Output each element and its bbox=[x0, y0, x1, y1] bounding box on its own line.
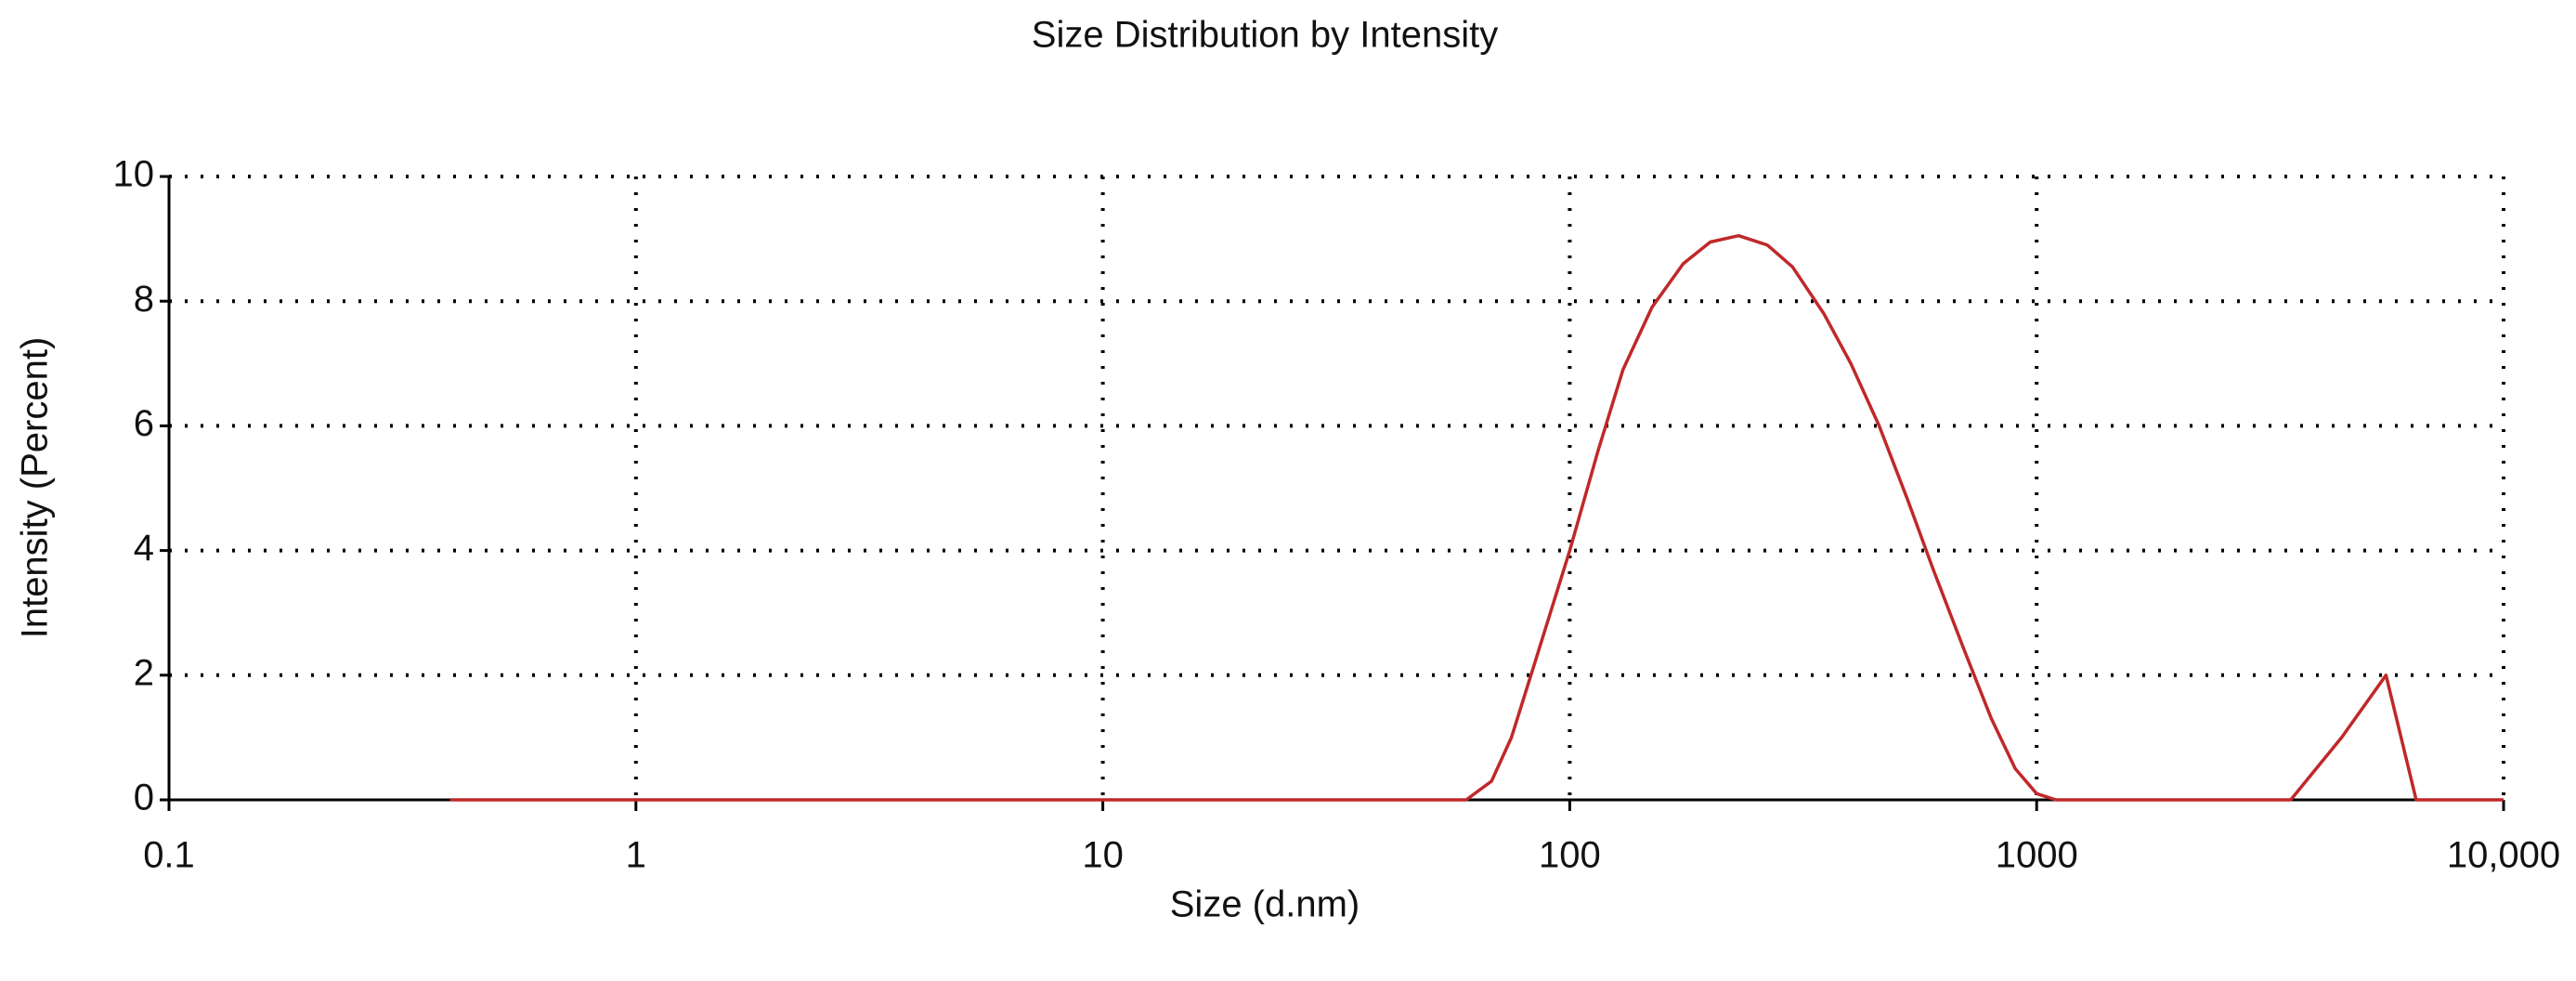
y-tick-label: 0 bbox=[134, 778, 154, 818]
y-tick-label: 8 bbox=[134, 279, 154, 320]
y-tick-label: 10 bbox=[113, 154, 155, 195]
x-tick-label: 1 bbox=[626, 835, 646, 876]
y-tick-label: 6 bbox=[134, 403, 154, 444]
y-axis-label: Intensity (Percent) bbox=[15, 337, 56, 639]
y-tick-label: 2 bbox=[134, 652, 154, 693]
x-tick-label: 100 bbox=[1539, 835, 1601, 876]
x-tick-label: 10,000 bbox=[2447, 835, 2560, 876]
x-axis-label: Size (d.nm) bbox=[1170, 884, 1360, 925]
x-tick-label: 1000 bbox=[1996, 835, 2078, 876]
x-tick-label: 0.1 bbox=[143, 835, 195, 876]
chart-title: Size Distribution by Intensity bbox=[1032, 15, 1498, 56]
data-line bbox=[449, 233, 2504, 802]
x-tick-label: 10 bbox=[1082, 835, 1124, 876]
y-tick-label: 4 bbox=[134, 528, 154, 569]
